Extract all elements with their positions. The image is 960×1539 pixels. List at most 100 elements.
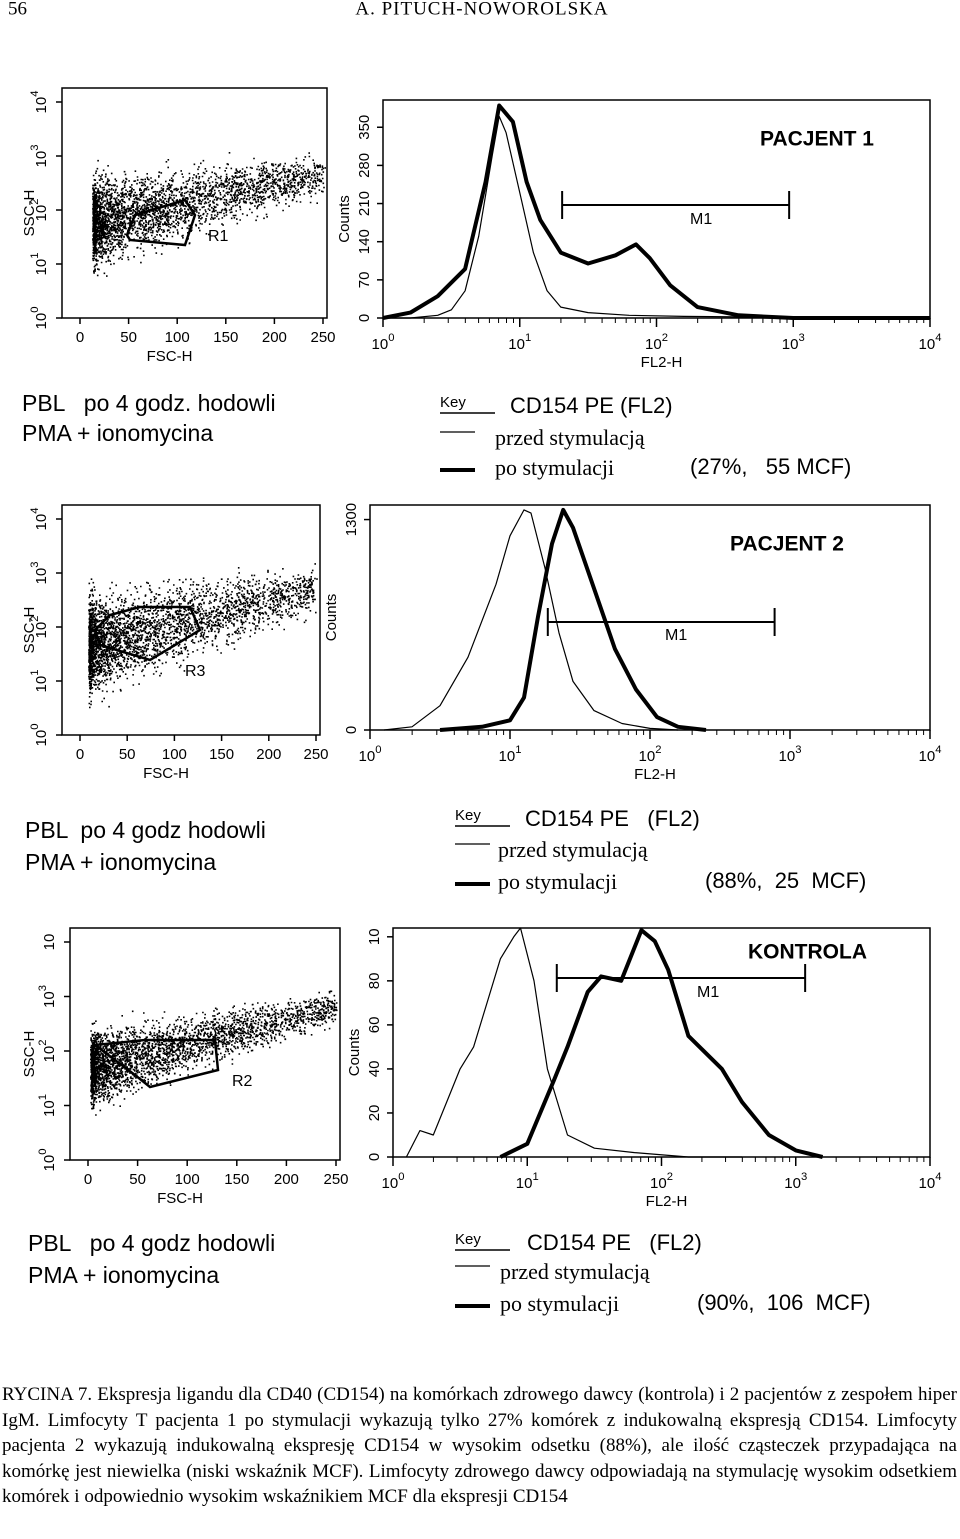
tick-exponent: 3 bbox=[29, 145, 41, 151]
key-before: przed stymulacją bbox=[500, 1259, 650, 1284]
tick-exponent: 1 bbox=[29, 670, 41, 676]
tick-base: 10 bbox=[782, 336, 799, 353]
key-after: po stymulacji bbox=[495, 455, 614, 480]
x-tick-label: 100 bbox=[372, 332, 395, 353]
tick-exponent: 3 bbox=[37, 985, 49, 991]
y-axis-label: Counts bbox=[323, 594, 340, 642]
tick-exponent: 1 bbox=[525, 332, 531, 344]
x-axis-label: FSC-H bbox=[157, 1190, 203, 1207]
x-tick-label: 150 bbox=[209, 746, 234, 763]
x-tick-label: 102 bbox=[650, 1171, 673, 1192]
x-tick-label: 200 bbox=[256, 746, 281, 763]
tick-exponent: 4 bbox=[935, 1171, 941, 1183]
curve-after bbox=[439, 507, 707, 732]
scatter-dots bbox=[88, 563, 318, 709]
gate-region bbox=[91, 1038, 220, 1089]
y-tick-label: 70 bbox=[356, 272, 373, 289]
x-tick-label: 101 bbox=[516, 1171, 539, 1192]
tick-exponent: 1 bbox=[515, 744, 521, 756]
key-marker: CD154 PE (FL2) bbox=[510, 393, 673, 418]
tick-exponent: 2 bbox=[29, 199, 41, 205]
y-axis-label: SSC-H bbox=[21, 1031, 38, 1078]
tick-base: 10 bbox=[645, 336, 662, 353]
y-axis-label: SSC-H bbox=[21, 190, 38, 237]
tick-base: 10 bbox=[33, 514, 50, 531]
tick-exponent: 2 bbox=[29, 616, 41, 622]
y-tick-label: 101 bbox=[37, 1094, 58, 1117]
tick-exponent: 4 bbox=[29, 91, 41, 97]
x-tick-label: 104 bbox=[919, 332, 942, 353]
tick-exponent: 2 bbox=[37, 1040, 49, 1046]
x-tick-label: 0 bbox=[76, 746, 84, 763]
y-tick-label: 100 bbox=[29, 724, 50, 747]
tick-base: 10 bbox=[784, 1175, 801, 1192]
tick-exponent: 0 bbox=[388, 332, 394, 344]
y-tick-label: 102 bbox=[29, 199, 50, 222]
tick-exponent: 4 bbox=[935, 332, 941, 344]
y-tick-label: 102 bbox=[29, 616, 50, 639]
y-tick-label: 103 bbox=[29, 145, 50, 168]
x-tick-label: 101 bbox=[508, 332, 531, 353]
patient-title: PACJENT 2 bbox=[730, 533, 844, 556]
tick-base: 10 bbox=[650, 1175, 667, 1192]
gate-region bbox=[125, 198, 197, 247]
tick-base: 10 bbox=[33, 259, 50, 276]
tick-base: 10 bbox=[41, 1155, 58, 1172]
tick-exponent: 0 bbox=[398, 1171, 404, 1183]
tick-exponent: 0 bbox=[375, 744, 381, 756]
gate-label: R2 bbox=[232, 1073, 253, 1090]
x-tick-label: 100 bbox=[175, 1171, 200, 1188]
x-tick-label: 102 bbox=[645, 332, 668, 353]
condition: PMA + ionomycina bbox=[22, 420, 213, 446]
marker-label: M1 bbox=[690, 211, 712, 228]
x-axis-label: FL2-H bbox=[641, 354, 683, 371]
tick-exponent: 1 bbox=[37, 1094, 49, 1100]
key-marker: CD154 PE (FL2) bbox=[527, 1230, 702, 1255]
key-title: Key bbox=[455, 1231, 481, 1248]
x-axis-label: FL2-H bbox=[634, 766, 676, 783]
key-result: (88%, 25 MCF) bbox=[705, 868, 866, 893]
x-tick-label: 100 bbox=[359, 744, 382, 765]
key-marker: CD154 PE (FL2) bbox=[525, 806, 700, 831]
condition: PBL po 4 godz. hodowli bbox=[22, 390, 276, 416]
x-tick-label: 150 bbox=[224, 1171, 249, 1188]
tick-exponent: 2 bbox=[655, 744, 661, 756]
condition: PMA + ionomycina bbox=[28, 1262, 219, 1288]
tick-exponent: 1 bbox=[29, 253, 41, 259]
figure: 56 A. PITUCH-NOWOROLSKA R110010110210310… bbox=[8, 0, 942, 1316]
figure-caption: RYCINA 7. Ekspresja ligandu dla CD40 (CD… bbox=[2, 1384, 957, 1507]
curve-before bbox=[383, 509, 679, 731]
y-tick-label: 0 bbox=[366, 1153, 383, 1161]
x-tick-label: 0 bbox=[84, 1171, 92, 1188]
scatter-frame bbox=[69, 927, 341, 1161]
tick-exponent: 4 bbox=[935, 744, 941, 756]
key-result: (90%, 106 MCF) bbox=[697, 1290, 871, 1315]
x-tick-label: 200 bbox=[274, 1171, 299, 1188]
y-axis-label: Counts bbox=[336, 195, 353, 243]
curve-before bbox=[405, 927, 742, 1158]
key-after: po stymulacji bbox=[498, 869, 617, 894]
y-tick-label: 10 bbox=[41, 934, 58, 951]
gate-label: R3 bbox=[185, 663, 206, 680]
x-tick-label: 103 bbox=[779, 744, 802, 765]
y-tick-label: 140 bbox=[356, 229, 373, 254]
tick-base: 10 bbox=[33, 205, 50, 222]
x-tick-label: 102 bbox=[639, 744, 662, 765]
key-after: po stymulacji bbox=[500, 1291, 619, 1316]
y-tick-label: 280 bbox=[356, 153, 373, 178]
tick-base: 10 bbox=[372, 336, 389, 353]
tick-base: 10 bbox=[919, 748, 936, 765]
y-axis-label: SSC-H bbox=[21, 607, 38, 654]
tick-base: 10 bbox=[33, 151, 50, 168]
y-tick-label: 60 bbox=[366, 1017, 383, 1034]
tick-exponent: 0 bbox=[29, 307, 41, 313]
curve-after bbox=[499, 928, 824, 1159]
y-tick-label: 20 bbox=[366, 1105, 383, 1122]
y-tick-label: 80 bbox=[366, 973, 383, 990]
tick-exponent: 3 bbox=[798, 332, 804, 344]
gate-label: R1 bbox=[208, 228, 229, 245]
x-tick-label: 100 bbox=[162, 746, 187, 763]
x-tick-label: 250 bbox=[310, 329, 335, 346]
x-axis-label: FSC-H bbox=[147, 348, 193, 365]
